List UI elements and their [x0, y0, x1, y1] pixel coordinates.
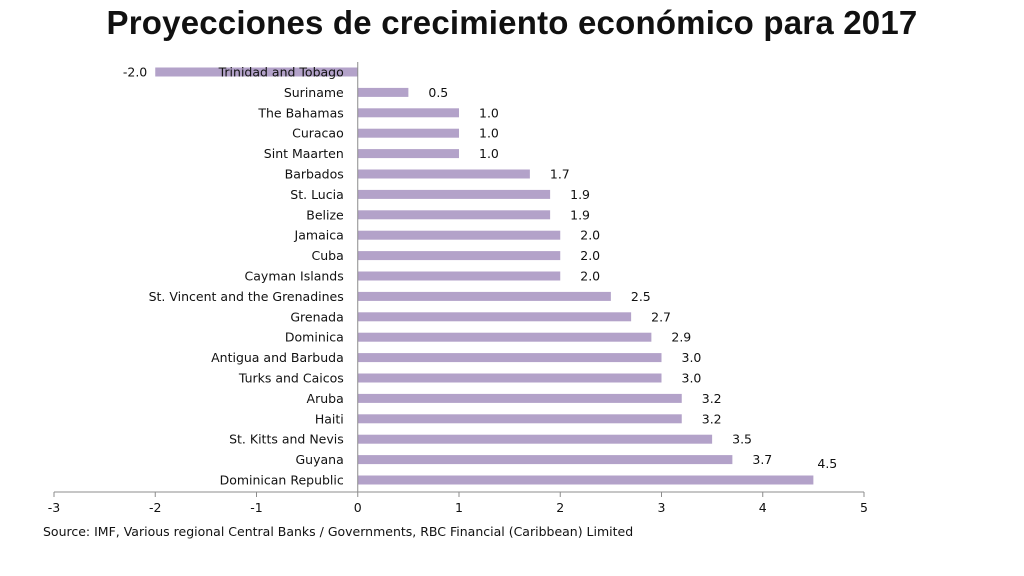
value-labels-group: -2.00.51.01.01.01.71.91.92.02.02.02.52.7…	[123, 65, 837, 472]
value-label: 0.5	[428, 85, 448, 100]
value-label: 1.7	[550, 167, 570, 182]
bar	[357, 230, 561, 240]
bar	[357, 332, 652, 342]
bar	[357, 414, 682, 424]
category-label: Aruba	[307, 391, 344, 406]
bar	[357, 108, 459, 118]
value-label: 1.0	[479, 146, 499, 161]
category-label: Cayman Islands	[245, 269, 344, 284]
bar	[357, 189, 551, 199]
category-label: Sint Maarten	[264, 146, 344, 161]
value-label: 2.0	[580, 228, 600, 243]
bar	[357, 149, 459, 159]
category-label: St. Lucia	[290, 187, 343, 202]
value-label: 4.5	[817, 456, 837, 471]
bar	[357, 87, 409, 97]
x-tick-label: -2	[149, 500, 161, 515]
bar	[357, 128, 459, 138]
value-label: 3.2	[702, 411, 722, 426]
value-label: 3.2	[702, 391, 722, 406]
bar	[357, 434, 713, 444]
category-label: Grenada	[290, 309, 343, 324]
value-label: 2.7	[651, 309, 671, 324]
value-label: 2.5	[631, 289, 651, 304]
category-label: Suriname	[284, 85, 344, 100]
chart-title: Proyecciones de crecimiento económico pa…	[106, 4, 918, 41]
x-axis: -3 -2 -1 0 1 2 3 4 5	[48, 62, 868, 515]
x-tick-label: 5	[860, 500, 868, 515]
value-label: 1.0	[479, 126, 499, 141]
x-tick-label: 3	[658, 500, 666, 515]
value-label: 2.0	[580, 269, 600, 284]
bar	[357, 251, 561, 261]
category-label: Cuba	[312, 248, 344, 263]
category-label: The Bahamas	[257, 105, 343, 120]
category-label: Jamaica	[294, 228, 344, 243]
x-tick-label: 0	[354, 500, 362, 515]
value-label: 3.0	[682, 371, 702, 386]
bar	[357, 169, 530, 179]
x-tick-label: 1	[455, 500, 463, 515]
bar	[357, 271, 561, 281]
x-tick-label: 4	[759, 500, 767, 515]
category-label: Turks and Caicos	[238, 371, 344, 386]
bar	[357, 353, 662, 363]
category-label: Belize	[306, 207, 344, 222]
bar	[357, 393, 682, 403]
bar	[357, 455, 733, 465]
category-label: Antigua and Barbuda	[211, 350, 344, 365]
bar	[357, 373, 662, 383]
value-label: 3.7	[752, 452, 772, 467]
bars-group	[155, 67, 814, 485]
category-label: Barbados	[285, 167, 344, 182]
category-label: Dominican Republic	[220, 473, 344, 488]
bar	[357, 312, 632, 322]
value-label: 1.9	[570, 207, 590, 222]
value-label: 2.9	[671, 330, 691, 345]
value-label: 1.9	[570, 187, 590, 202]
category-label: St. Kitts and Nevis	[229, 432, 344, 447]
value-label: 3.5	[732, 432, 752, 447]
x-tick-label: -3	[48, 500, 60, 515]
category-label: Trinidad and Tobago	[218, 65, 344, 80]
bar	[155, 67, 358, 77]
category-label: Curacao	[292, 126, 344, 141]
bar	[357, 210, 551, 220]
bar	[357, 291, 611, 301]
category-label: Haiti	[315, 411, 344, 426]
x-tick-label: -1	[250, 500, 262, 515]
value-label: 3.0	[682, 350, 702, 365]
category-label: Guyana	[296, 452, 344, 467]
bar	[357, 475, 814, 485]
source-note: Source: IMF, Various regional Central Ba…	[43, 524, 634, 539]
category-label: St. Vincent and the Grenadines	[149, 289, 344, 304]
category-label: Dominica	[285, 330, 344, 345]
value-label: 1.0	[479, 105, 499, 120]
category-labels-group: Trinidad and Tobago Suriname The Bahamas Cu…	[149, 65, 344, 488]
value-label: -2.0	[123, 65, 147, 80]
value-label: 2.0	[580, 248, 600, 263]
x-tick-label: 2	[556, 500, 564, 515]
